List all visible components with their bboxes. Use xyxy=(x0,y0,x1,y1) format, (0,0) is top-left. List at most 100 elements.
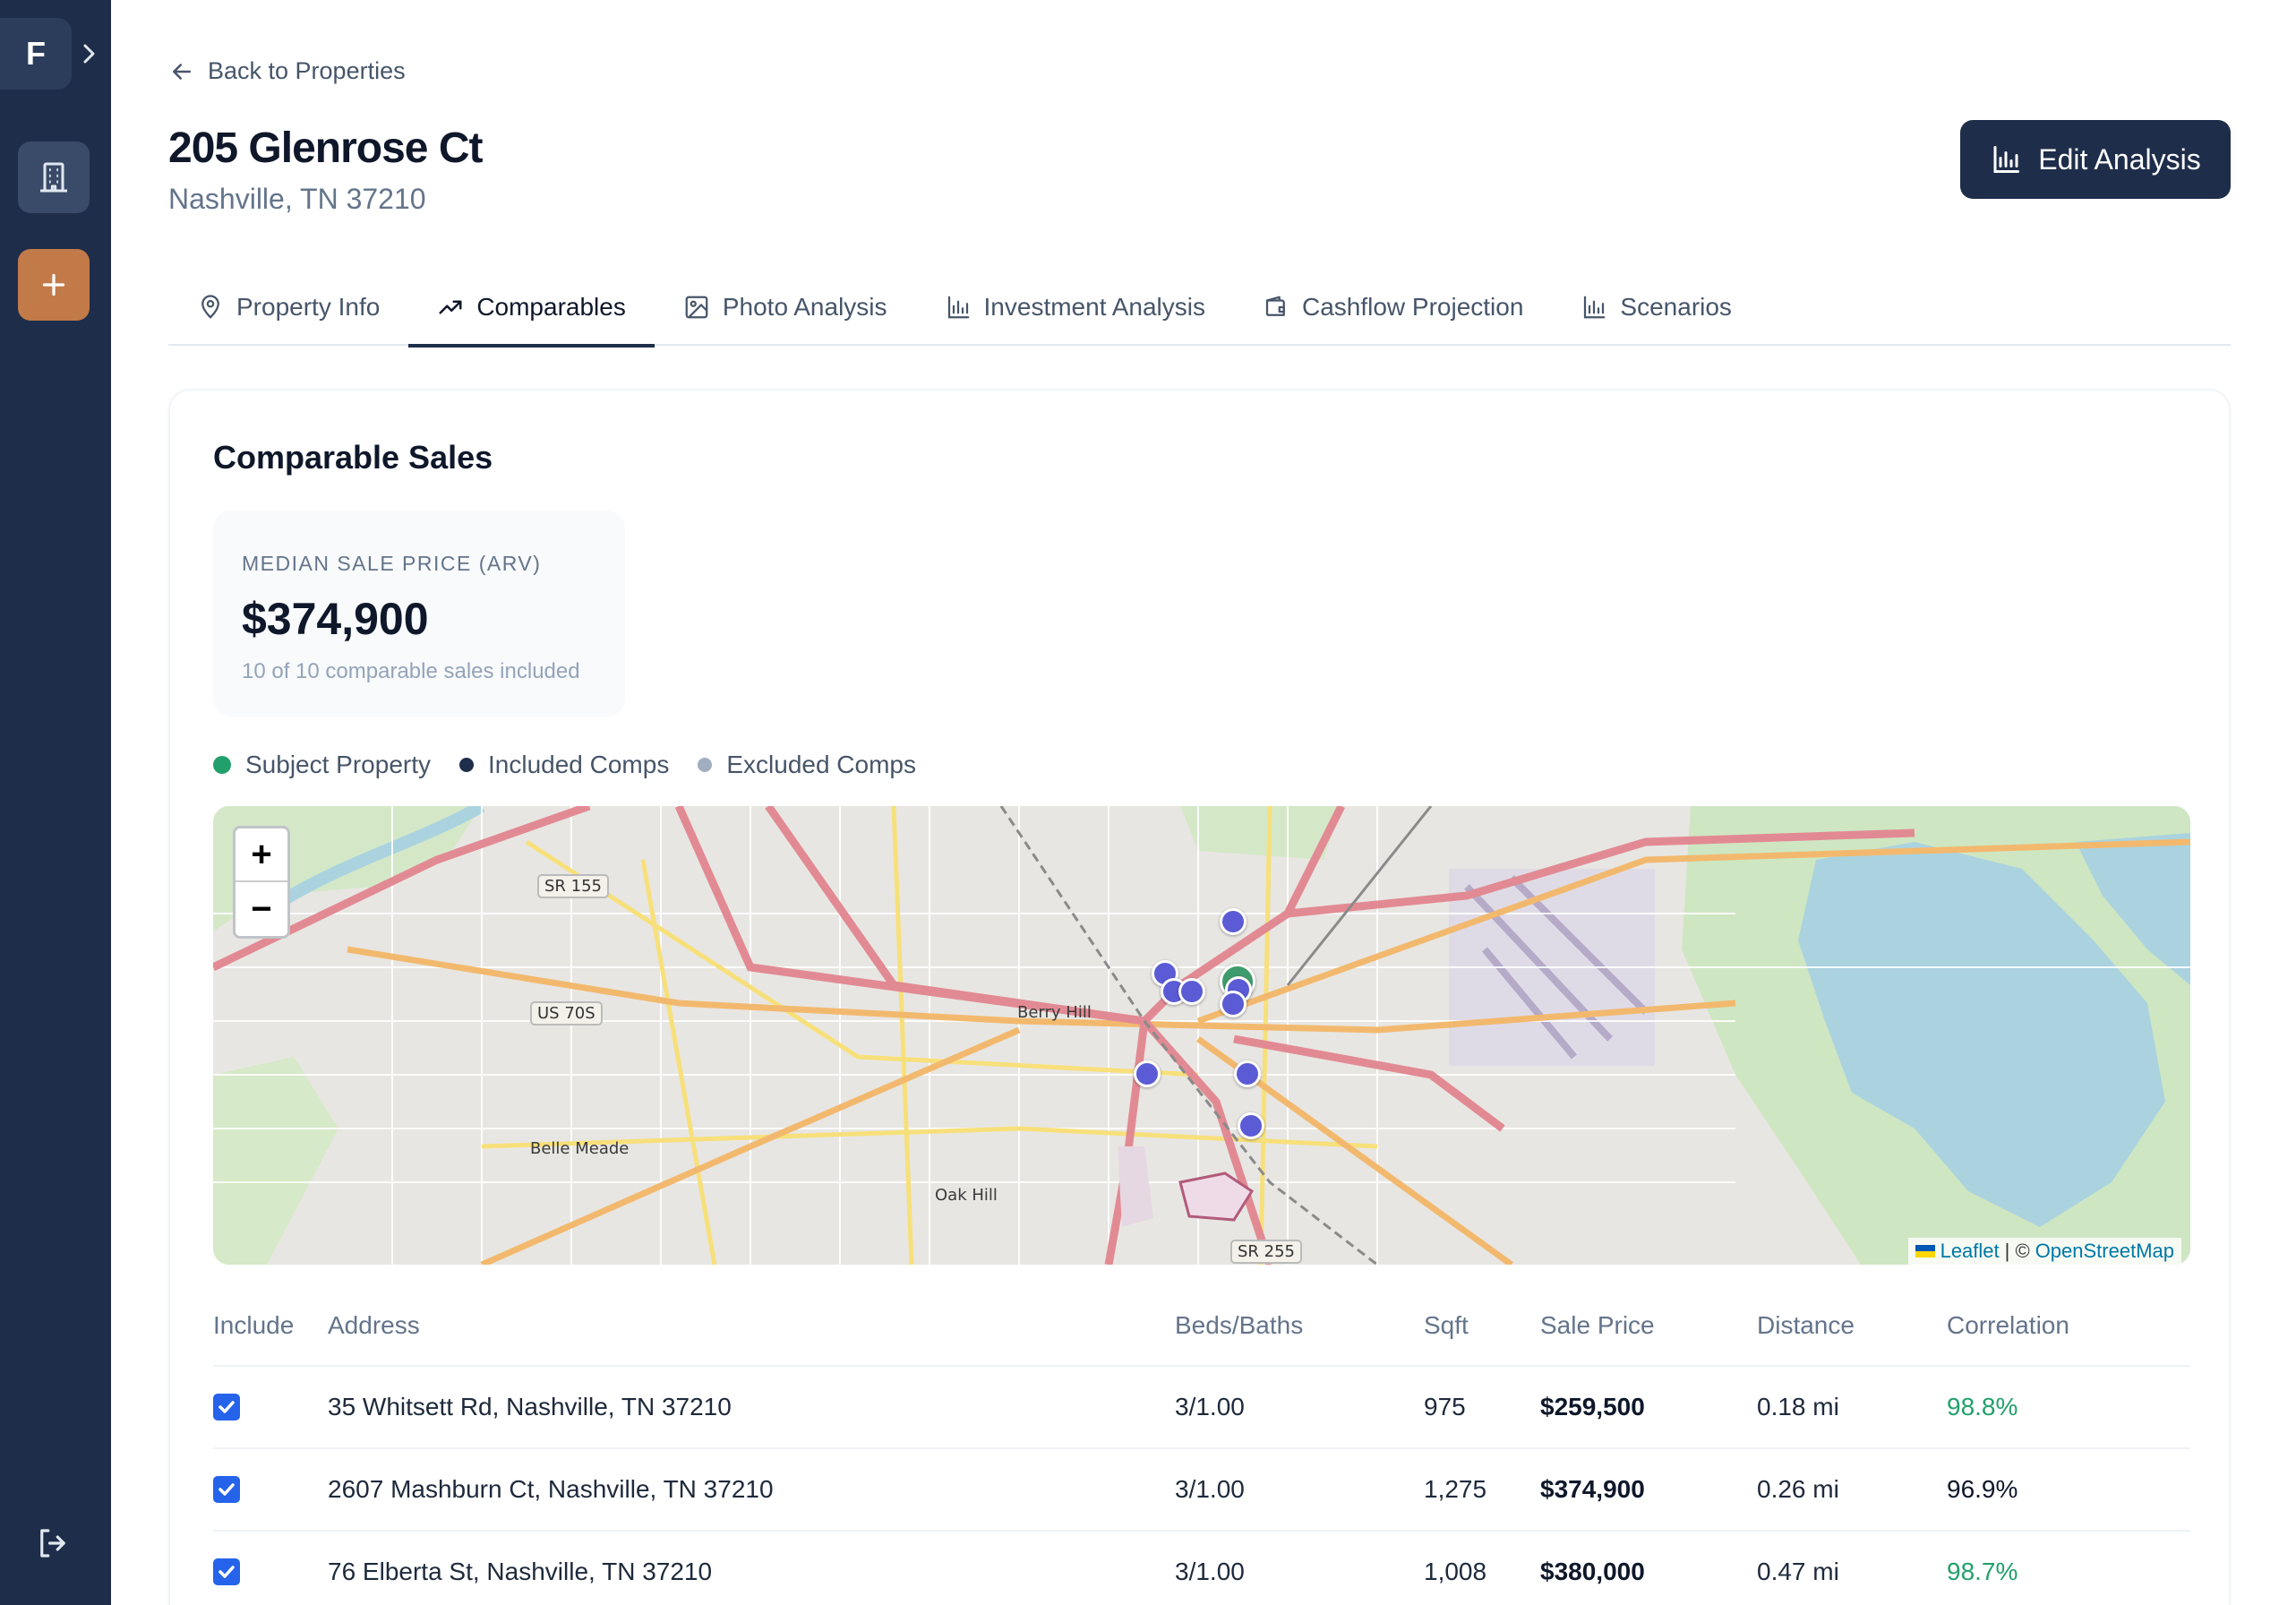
map-attribution: Leaflet | © OpenStreetMap xyxy=(1907,1238,2181,1265)
tab-investment-analysis[interactable]: Investment Analysis xyxy=(916,269,1234,346)
tab-cashflow-projection[interactable]: Cashflow Projection xyxy=(1234,269,1552,346)
edit-analysis-button[interactable]: Edit Analysis xyxy=(1960,120,2231,199)
address-cell: 76 Elberta St, Nashville, TN 37210 xyxy=(328,1558,713,1585)
zoom-in-button[interactable]: + xyxy=(236,828,287,882)
page-title: 205 Glenrose Ct xyxy=(168,124,483,172)
table-row: 76 Elberta St, Nashville, TN 37210 3/1.0… xyxy=(213,1532,2190,1605)
sale-price-cell: $374,900 xyxy=(1540,1475,1645,1503)
include-checkbox[interactable] xyxy=(213,1394,240,1420)
wallet-icon xyxy=(1265,296,1285,316)
distance-cell: 0.18 mi xyxy=(1757,1393,1839,1420)
include-checkbox[interactable] xyxy=(213,1476,240,1503)
correlation-cell: 98.7% xyxy=(1947,1558,2018,1585)
column-header: Correlation xyxy=(1947,1311,2069,1339)
sidebar: F xyxy=(0,0,111,1605)
tab-bar: Property Info Comparables Photo Analysis… xyxy=(168,269,2231,348)
map-tiles xyxy=(213,806,2190,1265)
median-sale-price-stat: MEDIAN SALE PRICE (ARV) $374,900 10 of 1… xyxy=(213,511,625,717)
column-header: Sale Price xyxy=(1540,1311,1655,1339)
legend-included-comps: Included Comps xyxy=(459,751,669,779)
bar-chart-icon xyxy=(1584,296,1606,319)
map-label-oak-hill: Oak Hill xyxy=(935,1186,998,1205)
check-icon xyxy=(218,1401,235,1413)
legend-label: Excluded Comps xyxy=(726,751,916,778)
tab-property-info[interactable]: Property Info xyxy=(168,269,408,346)
comp-marker[interactable] xyxy=(1134,1060,1161,1087)
tab-photo-analysis[interactable]: Photo Analysis xyxy=(655,269,916,346)
section-title: Comparable Sales xyxy=(213,439,493,476)
map-zoom-control: + − xyxy=(233,826,290,939)
sale-price-cell: $380,000 xyxy=(1540,1558,1645,1585)
tab-comparables[interactable]: Comparables xyxy=(408,269,655,348)
comparable-sales-card: Comparable Sales MEDIAN SALE PRICE (ARV)… xyxy=(168,389,2231,1605)
sqft-cell: 1,275 xyxy=(1424,1475,1487,1503)
legend-subject-property: Subject Property xyxy=(213,751,431,779)
map-label-berry-hill: Berry Hill xyxy=(1017,1003,1092,1022)
stat-value: $374,900 xyxy=(242,594,429,644)
logo-letter: F xyxy=(26,35,46,72)
distance-cell: 0.47 mi xyxy=(1757,1558,1839,1585)
bar-chart-icon xyxy=(947,296,969,319)
map-legend: Subject Property Included Comps Excluded… xyxy=(213,751,916,779)
map-label-belle-meade: Belle Meade xyxy=(530,1139,630,1158)
map-pin-icon xyxy=(201,295,219,319)
main-content: Back to Properties 205 Glenrose Ct Nashv… xyxy=(111,0,2296,1605)
map-shield-sr155: SR 155 xyxy=(537,874,610,898)
table-row: 2607 Mashburn Ct, Nashville, TN 37210 3/… xyxy=(213,1449,2190,1532)
comparables-table: Include Address Beds/Baths Sqft Sale Pri… xyxy=(213,1286,2190,1605)
address-cell: 2607 Mashburn Ct, Nashville, TN 37210 xyxy=(328,1475,774,1503)
image-icon xyxy=(685,296,708,319)
comp-marker[interactable] xyxy=(1220,991,1247,1017)
sale-price-cell: $259,500 xyxy=(1540,1393,1645,1420)
chevron-right-icon[interactable] xyxy=(79,38,100,70)
distance-cell: 0.26 mi xyxy=(1757,1475,1839,1503)
tab-label: Scenarios xyxy=(1620,293,1732,321)
table-header: Include Address Beds/Baths Sqft Sale Pri… xyxy=(213,1286,2190,1367)
excluded-dot-icon xyxy=(698,758,713,772)
legend-label: Subject Property xyxy=(245,751,431,778)
edit-analysis-label: Edit Analysis xyxy=(2038,142,2201,176)
tab-label: Investment Analysis xyxy=(983,293,1205,321)
page-subtitle: Nashville, TN 37210 xyxy=(168,183,426,215)
included-dot-icon xyxy=(459,758,474,772)
comp-marker[interactable] xyxy=(1234,1060,1261,1087)
legend-excluded-comps: Excluded Comps xyxy=(698,751,916,779)
tab-scenarios[interactable]: Scenarios xyxy=(1552,269,1761,346)
include-checkbox[interactable] xyxy=(213,1558,240,1585)
tab-label: Cashflow Projection xyxy=(1301,293,1524,321)
plus-icon xyxy=(42,273,65,296)
sidebar-item-properties[interactable] xyxy=(18,142,90,213)
stat-label: MEDIAN SALE PRICE (ARV) xyxy=(242,552,542,575)
column-header: Distance xyxy=(1757,1311,1855,1339)
table-row: 35 Whitsett Rd, Nashville, TN 37210 3/1.… xyxy=(213,1367,2190,1449)
attribution-separator: | © xyxy=(2004,1240,2030,1262)
back-to-properties-link[interactable]: Back to Properties xyxy=(168,57,406,85)
column-header: Beds/Baths xyxy=(1175,1311,1304,1339)
ukraine-flag-icon xyxy=(1915,1245,1935,1257)
column-header: Sqft xyxy=(1424,1311,1469,1339)
bar-chart-icon xyxy=(1993,146,2020,173)
map-shield-us70s: US 70S xyxy=(530,1001,603,1026)
sqft-cell: 1,008 xyxy=(1424,1558,1487,1585)
sidebar-item-add-property[interactable] xyxy=(18,249,90,321)
comp-marker[interactable] xyxy=(1220,908,1247,935)
column-header: Address xyxy=(328,1311,420,1339)
tab-label: Photo Analysis xyxy=(722,293,887,321)
address-cell: 35 Whitsett Rd, Nashville, TN 37210 xyxy=(328,1393,732,1420)
zoom-out-button[interactable]: − xyxy=(236,882,287,936)
correlation-cell: 96.9% xyxy=(1947,1475,2018,1503)
sqft-cell: 975 xyxy=(1424,1393,1466,1420)
logout-icon[interactable] xyxy=(34,1524,72,1562)
correlation-cell: 98.8% xyxy=(1947,1393,2018,1420)
comp-marker[interactable] xyxy=(1238,1112,1264,1139)
app-logo-button[interactable]: F xyxy=(0,18,72,90)
column-header: Include xyxy=(213,1311,295,1339)
tab-label: Property Info xyxy=(236,293,381,321)
comp-marker[interactable] xyxy=(1178,978,1205,1005)
trending-up-icon xyxy=(439,300,462,314)
beds-baths-cell: 3/1.00 xyxy=(1175,1475,1245,1503)
openstreetmap-link[interactable]: OpenStreetMap xyxy=(2035,1240,2174,1262)
tab-label: Comparables xyxy=(476,293,626,321)
comps-map[interactable]: Berry Hill Belle Meade Oak Hill SR 155 U… xyxy=(213,806,2190,1265)
leaflet-link[interactable]: Leaflet xyxy=(1940,1240,2000,1262)
